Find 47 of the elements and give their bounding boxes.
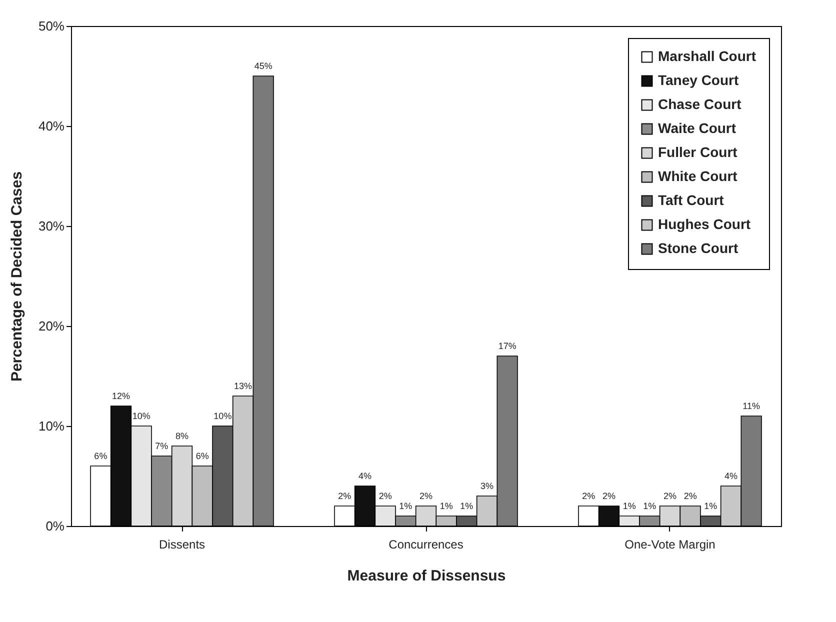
y-tick-label: 30% [38, 218, 65, 234]
data-label: 2% [684, 491, 697, 501]
data-label: 2% [419, 491, 433, 501]
data-label: 13% [234, 381, 252, 391]
data-label: 45% [254, 61, 272, 71]
data-label: 1% [704, 501, 718, 511]
y-tick-label: 50% [38, 18, 65, 34]
y-tick-label: 20% [38, 318, 65, 334]
data-label: 4% [724, 471, 738, 481]
legend-label: Taft Court [658, 192, 724, 208]
y-tick-label: 0% [46, 518, 65, 534]
data-label: 2% [338, 491, 352, 501]
data-label: 2% [582, 491, 596, 501]
data-label: 1% [643, 501, 656, 511]
data-label: 1% [440, 501, 453, 511]
data-label: 2% [663, 491, 676, 501]
data-label: 10% [132, 411, 150, 421]
legend-label: Stone Court [658, 240, 738, 256]
data-label: 1% [622, 501, 636, 511]
data-label: 3% [480, 481, 494, 491]
data-label: 2% [602, 491, 616, 501]
legend-label: Hughes Court [658, 216, 751, 232]
y-tick-label: 10% [38, 418, 65, 434]
data-label: 17% [498, 341, 516, 351]
legend-label: Fuller Court [658, 144, 738, 160]
data-label: 10% [214, 411, 232, 421]
legend-label: Marshall Court [658, 48, 756, 64]
data-label: 1% [399, 501, 412, 511]
data-label: 11% [742, 401, 760, 411]
data-label: 2% [378, 491, 392, 501]
legend-label: Waite Court [658, 120, 736, 136]
data-label: 7% [155, 441, 168, 451]
legend-label: White Court [658, 168, 738, 184]
x-axis-title: Measure of Dissensus [347, 568, 506, 584]
data-label: 4% [358, 471, 372, 481]
data-label: 6% [94, 451, 108, 461]
x-tick-label: One-Vote Margin [624, 538, 716, 552]
data-label: 6% [196, 451, 209, 461]
data-label: 8% [176, 431, 189, 441]
data-label: 12% [112, 391, 130, 401]
legend-label: Chase Court [658, 96, 742, 112]
y-tick-label: 40% [38, 118, 65, 134]
data-label: 1% [460, 501, 474, 511]
y-axis-title: Percentage of Decided Cases [8, 171, 26, 382]
legend-label: Taney Court [658, 72, 739, 88]
x-tick-label: Concurrences [388, 538, 464, 552]
x-tick-label: Dissents [159, 538, 206, 552]
